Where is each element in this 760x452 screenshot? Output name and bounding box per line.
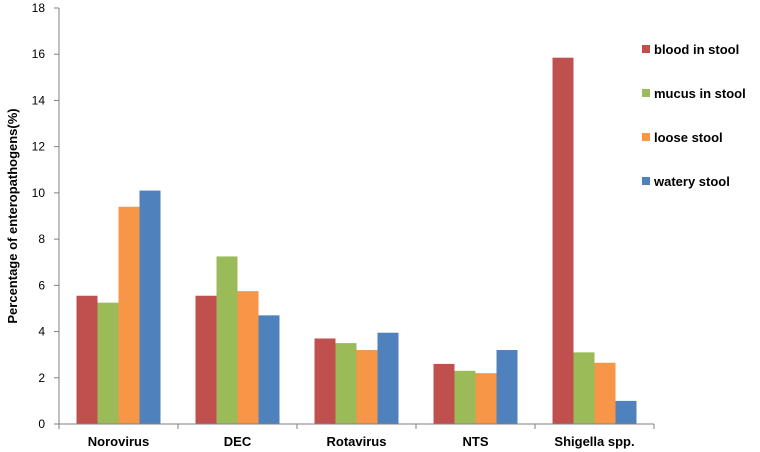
y-tick-label: 16 (32, 47, 46, 61)
y-ticks: 0 2 4 6 8 10 12 14 16 18 (32, 1, 59, 431)
bar-loose-stool-norovirus (118, 206, 140, 424)
y-tick-label: 2 (38, 371, 45, 385)
legend-label: watery stool (653, 174, 730, 189)
bar-blood-in-stool-norovirus (76, 295, 98, 424)
y-tick-label: 10 (32, 186, 46, 200)
legend: blood in stool mucus in stool loose stool w… (642, 42, 746, 189)
legend-swatch (642, 89, 650, 97)
bar-watery-stool-dec (258, 315, 280, 424)
bar-loose-stool-nts (475, 373, 497, 424)
x-category-label: Shigella spp. (554, 434, 634, 449)
y-tick-label: 18 (32, 1, 46, 15)
bar-loose-stool-shigella-spp- (594, 362, 616, 424)
bar-blood-in-stool-dec (195, 295, 217, 424)
bar-loose-stool-dec (237, 291, 259, 424)
bar-blood-in-stool-rotavirus (314, 338, 336, 424)
bar-mucus-in-stool-shigella-spp- (573, 352, 595, 424)
x-category-label: DEC (224, 434, 252, 449)
legend-label: blood in stool (654, 42, 739, 57)
x-category-label: Rotavirus (327, 434, 387, 449)
bar-mucus-in-stool-rotavirus (335, 343, 357, 424)
bar-blood-in-stool-nts (433, 363, 455, 424)
axes (58, 8, 655, 429)
bar-loose-stool-rotavirus (356, 350, 378, 424)
legend-swatch (642, 45, 650, 53)
legend-label: loose stool (654, 130, 723, 145)
x-category-label: NTS (463, 434, 489, 449)
legend-swatch (642, 177, 650, 185)
bar-watery-stool-norovirus (139, 190, 161, 424)
y-tick-label: 0 (38, 417, 45, 431)
y-tick-label: 6 (38, 278, 45, 292)
y-tick-label: 4 (38, 325, 45, 339)
legend-swatch (642, 133, 650, 141)
bar-blood-in-stool-shigella-spp- (552, 57, 574, 424)
y-tick-label: 14 (32, 93, 46, 107)
x-category-label: Norovirus (88, 434, 149, 449)
y-tick-label: 12 (32, 140, 46, 154)
bar-mucus-in-stool-nts (454, 370, 476, 424)
bar-watery-stool-nts (496, 350, 518, 424)
x-categories: Norovirus DEC Rotavirus NTS Shigella spp. (88, 434, 635, 449)
bar-mucus-in-stool-norovirus (97, 302, 119, 424)
legend-label: mucus in stool (654, 86, 746, 101)
y-tick-label: 8 (38, 232, 45, 246)
bar-watery-stool-rotavirus (377, 332, 399, 424)
bar-watery-stool-shigella-spp- (615, 400, 637, 424)
y-axis-title: Percentage of enteropathogens(%) (5, 108, 20, 323)
bars (76, 57, 637, 424)
y-axis-title-group: Percentage of enteropathogens(%) (5, 108, 20, 323)
bar-mucus-in-stool-dec (216, 256, 238, 424)
